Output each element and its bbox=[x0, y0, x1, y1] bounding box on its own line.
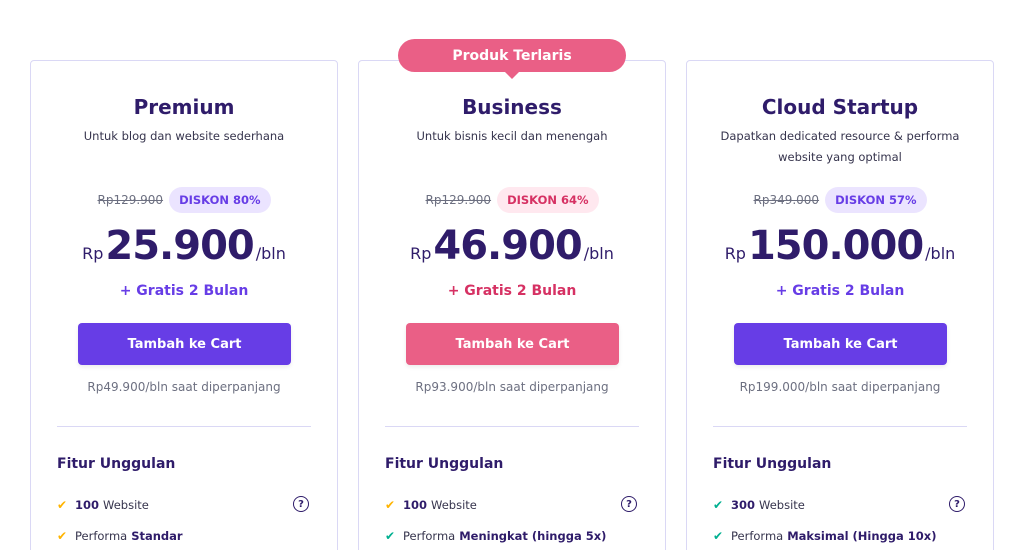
currency: Rp bbox=[410, 244, 432, 263]
feature-label: Website bbox=[759, 498, 805, 512]
help-circle-icon[interactable]: ? bbox=[949, 496, 965, 512]
divider bbox=[57, 426, 311, 427]
feature-label: Performa bbox=[403, 529, 456, 543]
price: Rp 46.900 /bln bbox=[359, 223, 665, 269]
plan-card-business: Business Untuk bisnis kecil dan menengah… bbox=[358, 60, 666, 550]
features-title: Fitur Unggulan bbox=[385, 456, 504, 472]
discount-badge: DISKON 80% bbox=[169, 187, 271, 213]
old-price: Rp349.000 bbox=[753, 193, 820, 207]
feature-item: ✔ 100 Website ? bbox=[385, 495, 639, 515]
discount-badge: DISKON 64% bbox=[497, 187, 599, 213]
renewal-price: Rp199.000/bln saat diperpanjang bbox=[739, 380, 941, 394]
bonus-text: + Gratis 2 Bulan bbox=[119, 283, 249, 299]
feature-value: Maksimal (Hingga 10x) bbox=[787, 529, 937, 543]
feature-label: Website bbox=[103, 498, 149, 512]
plan-description: Untuk blog dan website sederhana bbox=[83, 129, 285, 143]
currency: Rp bbox=[724, 244, 746, 263]
plan-title: Business bbox=[462, 95, 562, 119]
plan-title: Premium bbox=[133, 95, 235, 119]
feature-item: ✔ Performa Maksimal (Hingga 10x) bbox=[713, 526, 967, 546]
check-icon: ✔ bbox=[57, 498, 68, 512]
plan-card-premium: Premium Untuk blog dan website sederhana… bbox=[30, 60, 338, 550]
bonus-text: + Gratis 2 Bulan bbox=[447, 283, 577, 299]
old-price-row: Rp129.900 DISKON 64% bbox=[359, 187, 665, 213]
check-icon: ✔ bbox=[713, 498, 724, 512]
divider bbox=[713, 426, 967, 427]
plan-card-cloud-startup: Cloud Startup Dapatkan dedicated resourc… bbox=[686, 60, 994, 550]
price-amount: 25.900 bbox=[105, 223, 254, 269]
plan-description: Untuk bisnis kecil dan menengah bbox=[416, 129, 608, 143]
help-circle-icon[interactable]: ? bbox=[621, 496, 637, 512]
price-period: /bln bbox=[583, 244, 614, 263]
feature-item: ✔ Performa Meningkat (hingga 5x) bbox=[385, 526, 639, 546]
help-circle-icon[interactable]: ? bbox=[293, 496, 309, 512]
add-to-cart-button[interactable]: Tambah ke Cart bbox=[734, 323, 947, 365]
add-to-cart-button[interactable]: Tambah ke Cart bbox=[78, 323, 291, 365]
price-amount: 46.900 bbox=[433, 223, 582, 269]
feature-label: Website bbox=[431, 498, 477, 512]
price: Rp 25.900 /bln bbox=[31, 223, 337, 269]
bonus-text: + Gratis 2 Bulan bbox=[775, 283, 905, 299]
old-price: Rp129.900 bbox=[425, 193, 492, 207]
features-title: Fitur Unggulan bbox=[57, 456, 176, 472]
feature-value: 300 bbox=[731, 498, 756, 512]
divider bbox=[385, 426, 639, 427]
feature-item: ✔ 300 Website ? bbox=[713, 495, 967, 515]
check-icon: ✔ bbox=[57, 529, 68, 543]
check-icon: ✔ bbox=[385, 529, 396, 543]
renewal-price: Rp93.900/bln saat diperpanjang bbox=[415, 380, 609, 394]
feature-value: Meningkat (hingga 5x) bbox=[459, 529, 607, 543]
feature-value: 100 bbox=[403, 498, 428, 512]
price: Rp 150.000 /bln bbox=[687, 223, 993, 269]
plan-description: Dapatkan dedicated resource & performa w… bbox=[720, 129, 960, 164]
check-icon: ✔ bbox=[385, 498, 396, 512]
renewal-price: Rp49.900/bln saat diperpanjang bbox=[87, 380, 281, 394]
discount-badge: DISKON 57% bbox=[825, 187, 927, 213]
currency: Rp bbox=[82, 244, 104, 263]
feature-value: Standar bbox=[131, 529, 183, 543]
features-title: Fitur Unggulan bbox=[713, 456, 832, 472]
check-icon: ✔ bbox=[713, 529, 724, 543]
add-to-cart-button[interactable]: Tambah ke Cart bbox=[406, 323, 619, 365]
feature-item: ✔ Performa Standar bbox=[57, 526, 311, 546]
feature-value: 100 bbox=[75, 498, 100, 512]
feature-label: Performa bbox=[731, 529, 784, 543]
old-price-row: Rp129.900 DISKON 80% bbox=[31, 187, 337, 213]
feature-item: ✔ 100 Website ? bbox=[57, 495, 311, 515]
price-period: /bln bbox=[255, 244, 286, 263]
price-period: /bln bbox=[925, 244, 956, 263]
plan-title: Cloud Startup bbox=[761, 95, 919, 119]
feature-label: Performa bbox=[75, 529, 128, 543]
best-seller-badge: Produk Terlaris bbox=[398, 39, 626, 79]
old-price: Rp129.900 bbox=[97, 193, 164, 207]
old-price-row: Rp349.000 DISKON 57% bbox=[687, 187, 993, 213]
price-amount: 150.000 bbox=[747, 223, 924, 269]
